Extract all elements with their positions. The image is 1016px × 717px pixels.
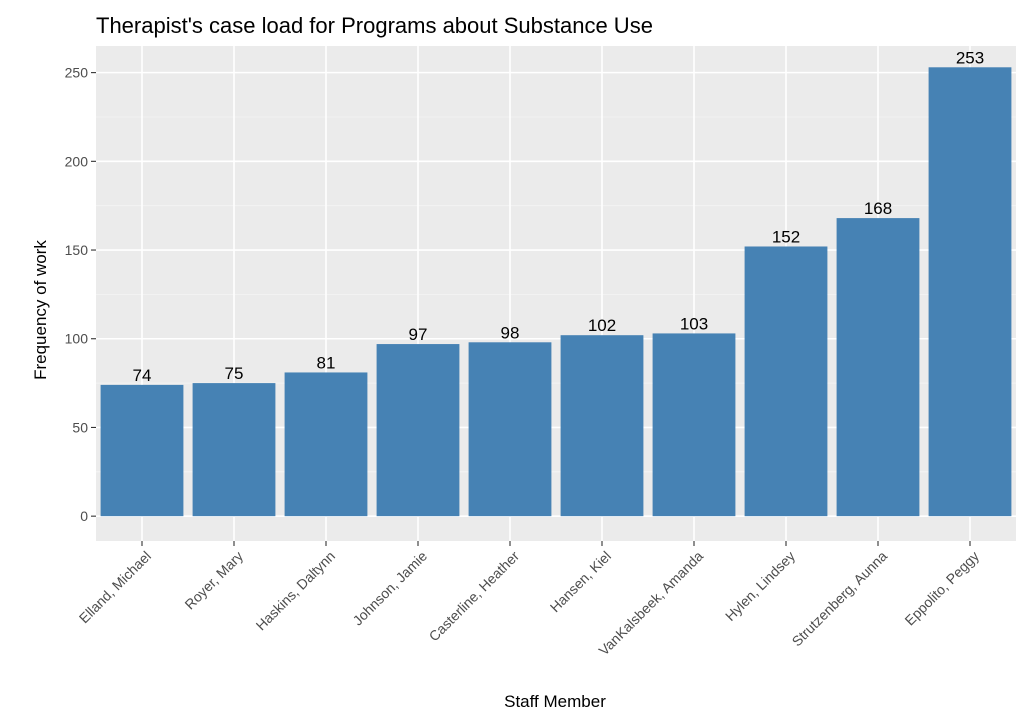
y-axis: 0 50 100 150 200 250 (65, 65, 96, 524)
y-tick-label: 50 (72, 419, 88, 435)
bar-value-label: 103 (680, 314, 708, 333)
y-tick-label: 0 (80, 508, 88, 524)
bar (836, 218, 920, 517)
bar-value-label: 152 (772, 227, 800, 246)
bar-value-label: 102 (588, 316, 616, 335)
x-tick-label: Strutzenberg, Aunna (789, 548, 891, 650)
bar (376, 344, 460, 517)
chart-title: Therapist's case load for Programs about… (96, 13, 653, 38)
x-tick-label: Hylen, Lindsey (722, 548, 798, 624)
x-axis: Elland, Michael Royer, Mary Haskins, Dalty… (76, 541, 982, 659)
y-tick-label: 100 (65, 331, 89, 347)
x-tick-label: Eppolito, Peggy (901, 548, 982, 629)
bar-value-label: 97 (409, 325, 428, 344)
x-tick-label: Johnson, Jamie (349, 548, 430, 629)
y-tick-label: 200 (65, 153, 89, 169)
x-tick-label: Casterline, Heather (426, 548, 523, 645)
bar-labels: 74 75 81 97 98 102 103 152 168 253 (133, 48, 985, 385)
bar (468, 342, 552, 517)
bar (100, 384, 184, 517)
bar (192, 383, 276, 517)
bar-value-label: 168 (864, 199, 892, 218)
bar (744, 246, 828, 517)
bar (284, 372, 368, 517)
bar-value-label: 253 (956, 48, 984, 67)
bar-value-label: 98 (501, 323, 520, 342)
y-tick-label: 150 (65, 242, 89, 258)
x-tick-label: VanKalsbeek, Amanda (595, 548, 706, 659)
x-tick-label: Royer, Mary (181, 548, 246, 613)
bar-value-label: 74 (133, 366, 152, 385)
x-tick-label: Hansen, Kiel (547, 548, 614, 615)
x-axis-title: Staff Member (504, 692, 606, 711)
bar (560, 335, 644, 517)
y-axis-title: Frequency of work (31, 240, 50, 380)
y-tick-label: 250 (65, 65, 89, 81)
bar-value-label: 81 (317, 353, 336, 372)
x-tick-label: Elland, Michael (76, 548, 154, 626)
bar (928, 67, 1012, 517)
bars (100, 67, 1012, 517)
bar-value-label: 75 (225, 364, 244, 383)
bar (652, 333, 736, 517)
x-tick-label: Haskins, Daltynn (253, 548, 339, 634)
